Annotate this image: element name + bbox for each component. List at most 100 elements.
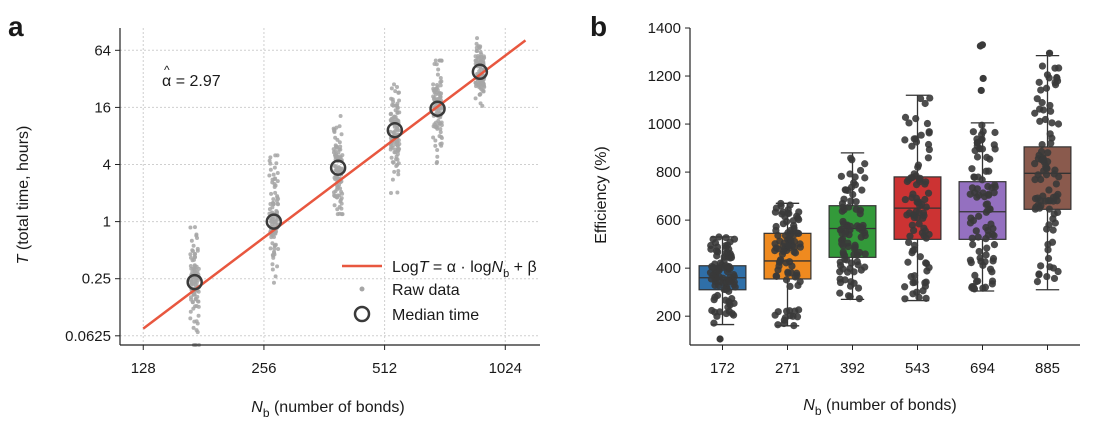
strip-point [795,215,803,224]
raw-data-point [192,225,197,230]
strip-point [711,293,719,301]
strip-point [969,240,977,249]
raw-data-point [477,92,482,97]
raw-data-point [272,246,277,251]
panel-a-xtick-label-1: 256 [251,360,276,377]
strip-point [976,254,984,262]
raw-data-point [435,85,440,90]
strip-point [912,135,920,143]
raw-data-point [189,238,194,243]
strip-point [921,99,929,108]
strip-point [795,208,803,216]
raw-data-point [335,137,340,142]
strip-point [772,222,780,231]
alpha-symbol: α [162,73,171,90]
strip-point [796,278,804,286]
panel-label-b: b [590,11,607,42]
strip-point [778,210,786,218]
legend-raw-swatch [359,286,365,292]
raw-data-point [268,155,273,160]
strip-point [924,154,932,162]
strip-point [720,285,728,293]
raw-data-point [271,197,276,202]
raw-data-point [195,270,200,275]
strip-point [1037,262,1045,270]
strip-point [771,311,779,319]
panel-b-ytick-label-0: 200 [656,308,681,325]
strip-point [905,119,913,127]
raw-data-point [435,154,440,159]
strip-point [851,173,859,181]
panel-a-xtick-label-0: 128 [131,360,156,377]
strip-point [838,207,846,215]
raw-data-point [473,58,478,63]
panel-b-xtick-label-1: 271 [775,360,800,377]
raw-data-point [190,300,195,305]
raw-data-point [393,89,398,94]
raw-data-point [438,141,443,146]
raw-data-point [194,304,199,309]
raw-data-point [437,58,442,63]
strip-point [901,136,909,144]
raw-data-point [431,135,436,140]
strip-point [1037,147,1046,156]
strip-point [1044,246,1052,254]
raw-data-point [340,212,345,217]
outlier-point-4-3 [978,41,987,49]
panel-a-xtick-label-2: 512 [372,360,397,377]
panel-a-raw-data [188,36,487,347]
panel-a-legend: LogT = α · logNb + β Raw data Median tim… [342,259,537,324]
raw-data-point [395,127,400,132]
strip-point [1053,74,1061,82]
raw-data-point [434,125,439,130]
raw-data-point [273,219,278,224]
raw-data-point [473,54,478,59]
strip-point [971,271,979,279]
strip-point [1044,240,1052,249]
panel-a-x-axis-title: Nb (number of bonds) [251,399,404,420]
strip-point [1046,101,1054,110]
strip-point [926,94,934,102]
strip-point [989,254,998,263]
strip-point [1047,139,1055,147]
raw-data-point [478,50,483,55]
raw-data-point [188,316,193,321]
raw-data-point [474,48,479,53]
raw-data-point [392,82,397,87]
strip-point [973,185,981,193]
raw-data-point [188,252,193,257]
strip-point [856,206,865,214]
strip-point [1044,149,1052,157]
raw-data-point [188,225,193,230]
panel-a-annotation: α = 2.97 [162,73,221,90]
strip-point [988,280,996,288]
raw-data-point [396,90,401,95]
raw-data-point [389,86,394,91]
raw-data-point [477,85,482,90]
raw-data-point [339,132,344,137]
strip-point [838,199,847,207]
strip-point [1036,117,1044,125]
raw-data-point [438,126,443,131]
strip-point [836,261,845,270]
strip-point [1047,107,1055,115]
strip-point [715,233,723,241]
strip-point [975,247,983,256]
raw-data-point [334,167,339,172]
strip-point [1051,166,1059,174]
raw-data-point [478,44,483,49]
strip-point [983,200,992,208]
strip-point [847,278,855,286]
strip-point [919,214,927,222]
median-time-point-2 [329,159,347,176]
raw-data-point [268,246,273,251]
raw-data-point [195,330,200,335]
raw-data-point [438,75,443,80]
raw-data-point [388,191,393,196]
panel-a-ytick-label-2: 1 [103,214,111,231]
raw-data-point [389,111,394,116]
raw-data-point [396,169,401,174]
strip-point [968,165,976,173]
strip-point [846,222,855,230]
strip-point [919,287,927,295]
